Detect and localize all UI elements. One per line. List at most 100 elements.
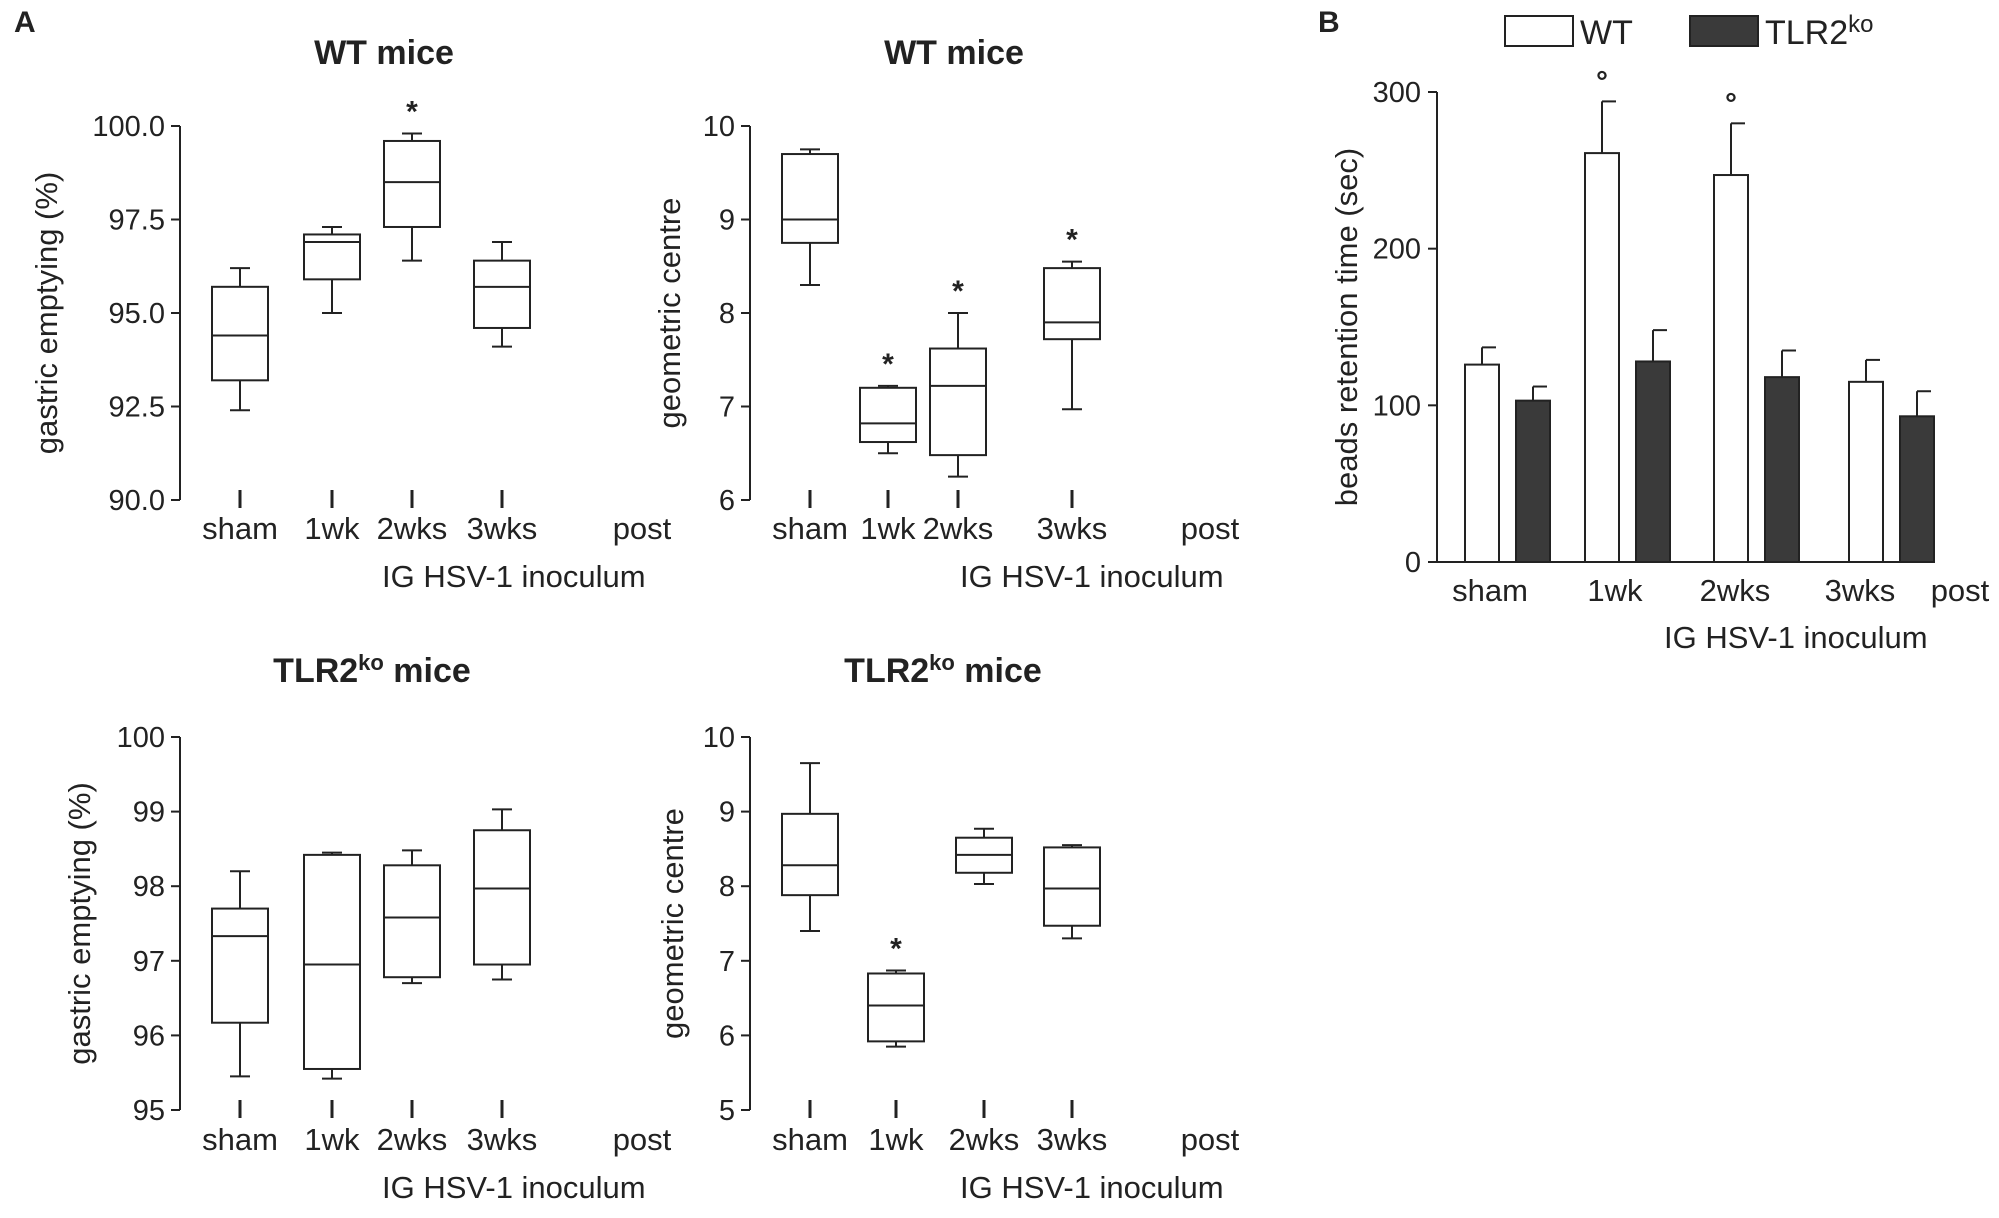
y-tick-label: 99 xyxy=(133,797,165,829)
significance-marker: ° xyxy=(1596,65,1608,98)
box-iqr xyxy=(859,386,917,444)
x-category-label: 1wk xyxy=(304,511,360,546)
x-axis-label: IG HSV-1 inoculum xyxy=(960,559,1224,594)
bar-tlr2ko-3wks xyxy=(1899,415,1935,563)
box-iqr xyxy=(867,972,925,1043)
y-tick-label: 8 xyxy=(719,298,735,330)
x-suffix-label: post xyxy=(613,511,672,546)
box-iqr xyxy=(473,829,531,966)
significance-marker: * xyxy=(952,275,964,308)
y-tick-label: 9 xyxy=(719,797,735,829)
x-axis-label: IG HSV-1 inoculum xyxy=(1664,620,1928,655)
box-iqr xyxy=(781,153,839,244)
y-axis-label: beads retention time (sec) xyxy=(1329,148,1364,506)
chart-title: TLR2ko mice xyxy=(844,650,1042,690)
box-iqr xyxy=(781,812,839,897)
x-axis-label: IG HSV-1 inoculum xyxy=(382,559,646,594)
box-sham xyxy=(781,762,839,932)
y-tick-label: 5 xyxy=(719,1095,735,1127)
box-3wks: * xyxy=(1043,224,1101,411)
chart-title: TLR2ko mice xyxy=(273,650,471,690)
y-tick-label: 92.5 xyxy=(109,392,165,424)
x-category-label: 2wks xyxy=(377,1122,448,1157)
y-tick-label: 10 xyxy=(703,722,735,754)
x-category-label: 3wks xyxy=(1825,573,1896,608)
x-category-label: sham xyxy=(202,1122,278,1157)
box-sham xyxy=(211,267,269,412)
x-category-label: 3wks xyxy=(467,511,538,546)
significance-marker: * xyxy=(882,348,894,381)
box-2wks: * xyxy=(929,275,987,478)
y-tick-label: 200 xyxy=(1373,234,1421,266)
box-iqr xyxy=(473,259,531,329)
bar-wt-1wk xyxy=(1584,152,1620,563)
box-1wk xyxy=(303,851,361,1080)
x-axis-label: IG HSV-1 inoculum xyxy=(960,1170,1224,1205)
bar-wt-sham xyxy=(1464,363,1500,563)
bar-tlr2ko-1wk xyxy=(1635,360,1671,564)
x-suffix-label: post xyxy=(1931,573,1990,608)
box-sham xyxy=(211,870,269,1078)
bar-tlr2ko-sham xyxy=(1515,399,1551,563)
box-2wks: * xyxy=(383,95,441,262)
box-3wks xyxy=(1043,844,1101,940)
legend-swatch-tlr2ko xyxy=(1689,15,1759,47)
box-1wk: * xyxy=(859,348,917,455)
y-axis-label: gastric emptying (%) xyxy=(62,782,97,1065)
box-iqr xyxy=(383,864,441,979)
y-tick-label: 300 xyxy=(1373,77,1421,109)
y-tick-label: 90.0 xyxy=(109,485,165,517)
significance-marker: * xyxy=(406,95,418,128)
legend-label-tlr2ko: TLR2ko xyxy=(1765,11,1874,52)
x-category-label: 3wks xyxy=(1037,511,1108,546)
y-tick-label: 9 xyxy=(719,205,735,237)
box-iqr xyxy=(211,907,269,1024)
y-tick-label: 0 xyxy=(1405,547,1421,579)
x-suffix-label: post xyxy=(1181,1122,1240,1157)
box-3wks xyxy=(473,240,531,348)
panel-label-a: A xyxy=(14,6,36,39)
y-tick-label: 6 xyxy=(719,485,735,517)
box-iqr xyxy=(303,853,361,1070)
box-iqr xyxy=(929,347,987,457)
box-2wks xyxy=(955,827,1013,885)
box-sham xyxy=(781,148,839,286)
box-iqr xyxy=(1043,846,1101,927)
y-tick-label: 100 xyxy=(1373,390,1421,422)
y-tick-label: 95 xyxy=(133,1095,165,1127)
x-suffix-label: post xyxy=(613,1122,672,1157)
x-category-label: sham xyxy=(772,511,848,546)
y-tick-label: 95.0 xyxy=(109,298,165,330)
x-category-label: 1wk xyxy=(860,511,916,546)
legend-label-wt: WT xyxy=(1580,14,1633,52)
y-tick-label: 98 xyxy=(133,871,165,903)
x-category-label: 1wk xyxy=(868,1122,924,1157)
chart-title: WT mice xyxy=(884,34,1024,72)
significance-marker: * xyxy=(1066,224,1078,257)
y-axis-label: geometric centre xyxy=(655,808,690,1039)
y-axis-label: geometric centre xyxy=(652,198,687,429)
y-tick-label: 10 xyxy=(703,111,735,143)
x-category-label: sham xyxy=(772,1122,848,1157)
bar-chart-b: WT TLR2ko 0 100 200 300 beads retention time (… xyxy=(1329,11,1990,655)
x-category-label: 3wks xyxy=(1037,1122,1108,1157)
x-category-label: 2wks xyxy=(923,511,994,546)
bar-wt-3wks xyxy=(1848,380,1884,564)
y-tick-label: 96 xyxy=(133,1020,165,1052)
legend: WT TLR2ko xyxy=(1504,11,1874,52)
y-tick-label: 7 xyxy=(719,392,735,424)
box-1wk: * xyxy=(867,932,925,1048)
box-3wks xyxy=(473,808,531,981)
bar-wt-2wks xyxy=(1713,174,1749,564)
x-category-label: sham xyxy=(1452,573,1528,608)
y-tick-label: 6 xyxy=(719,1020,735,1052)
legend-swatch-wt xyxy=(1504,15,1574,47)
box-chart-4: TLR2ko mice 5 6 7 8 9 10 geometric centre * sham 1… xyxy=(655,650,1240,1205)
y-tick-label: 100 xyxy=(117,722,165,754)
significance-marker: * xyxy=(890,932,902,965)
y-axis-label: gastric emptying (%) xyxy=(29,172,64,455)
box-iqr xyxy=(1043,267,1101,341)
x-category-label: 1wk xyxy=(304,1122,360,1157)
chart-title: WT mice xyxy=(314,34,454,72)
x-category-label: 2wks xyxy=(1700,573,1771,608)
